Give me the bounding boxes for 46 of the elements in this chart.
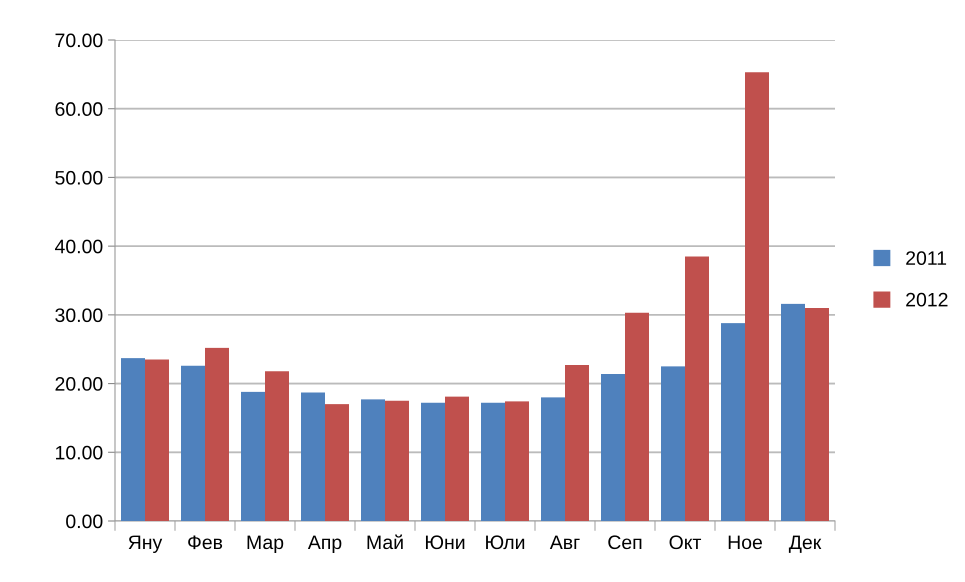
bar xyxy=(385,400,409,521)
y-tick-label: 10.00 xyxy=(56,446,102,460)
bar xyxy=(625,312,649,521)
x-tick-label: Авг xyxy=(550,536,580,549)
x-tick-label: Ное xyxy=(728,536,762,550)
bar xyxy=(325,404,349,521)
x-tick-label: Окт xyxy=(670,535,702,550)
y-tick-label: 70.00 xyxy=(56,33,102,48)
legend-label: 2011 xyxy=(906,251,946,265)
bar xyxy=(445,396,469,521)
bar xyxy=(565,365,589,521)
bar xyxy=(241,392,265,521)
x-tick-label: Юли xyxy=(486,535,524,550)
bar xyxy=(505,401,529,521)
bar xyxy=(541,397,565,521)
bar xyxy=(121,358,145,521)
x-tick-label: Юни xyxy=(426,535,464,550)
x-tick-label: Май xyxy=(368,534,403,550)
y-tick-label: 50.00 xyxy=(55,170,102,185)
bar xyxy=(781,304,805,521)
legend-label: 2012 xyxy=(906,292,948,307)
x-tick-label: Фев xyxy=(188,536,222,550)
bar xyxy=(361,399,385,521)
x-tick-label: Апр xyxy=(308,536,342,554)
bar xyxy=(145,360,169,521)
bar xyxy=(745,72,769,521)
bar xyxy=(685,256,709,521)
x-tick-label: Дек xyxy=(788,536,822,553)
bar xyxy=(265,371,289,521)
bar xyxy=(661,366,685,521)
y-tick-label: 60.00 xyxy=(56,102,102,116)
x-tick-label: Яну xyxy=(128,536,162,554)
x-tick-label: Сеп xyxy=(608,535,642,550)
bar xyxy=(181,366,205,521)
bar xyxy=(421,402,445,521)
bar xyxy=(721,323,745,521)
y-tick-label: 20.00 xyxy=(56,377,102,391)
bar xyxy=(301,392,325,521)
bar xyxy=(481,402,505,521)
y-tick-label: 40.00 xyxy=(54,240,102,254)
x-tick-label: Мар xyxy=(248,536,284,554)
bar xyxy=(805,308,829,521)
bar xyxy=(601,374,625,521)
y-tick-label: 0.00 xyxy=(66,514,102,528)
bar xyxy=(205,348,229,521)
y-tick-label: 30.00 xyxy=(55,308,102,322)
